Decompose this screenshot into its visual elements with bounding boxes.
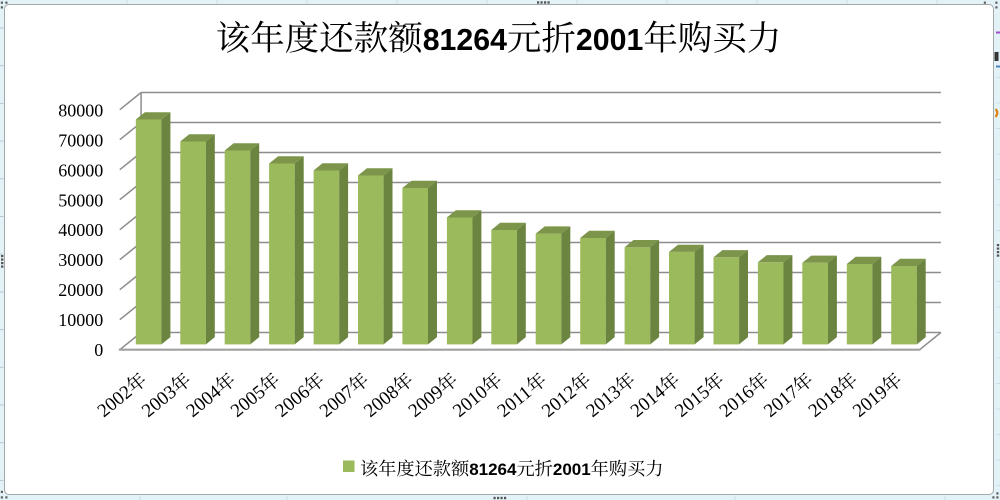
svg-text:2015: 2015 (671, 382, 714, 422)
svg-text:2016: 2016 (716, 382, 759, 422)
svg-text:2006: 2006 (271, 382, 314, 422)
svg-text:2008: 2008 (360, 382, 403, 422)
svg-text:2011: 2011 (494, 382, 536, 422)
svg-text:2007: 2007 (316, 382, 359, 422)
svg-text:70000: 70000 (58, 130, 103, 150)
svg-text:10000: 10000 (58, 310, 103, 330)
svg-text:50000: 50000 (58, 190, 103, 210)
svg-text:2018: 2018 (805, 382, 848, 422)
svg-text:2019: 2019 (849, 382, 892, 422)
svg-text:2010: 2010 (449, 382, 492, 422)
svg-text:2014: 2014 (627, 381, 670, 422)
svg-text:2001: 2001 (576, 24, 643, 57)
svg-text:2005: 2005 (227, 382, 270, 422)
svg-text:2009: 2009 (405, 382, 448, 422)
svg-text:0: 0 (94, 340, 103, 360)
svg-text:2003: 2003 (138, 382, 181, 422)
svg-text:2004: 2004 (183, 381, 226, 422)
svg-text:60000: 60000 (58, 160, 103, 180)
svg-text:81264: 81264 (423, 24, 507, 57)
svg-text:2001: 2001 (553, 460, 591, 479)
svg-text:2017: 2017 (760, 382, 803, 422)
svg-text:2012: 2012 (538, 382, 581, 422)
svg-text:40000: 40000 (58, 220, 103, 240)
svg-text:2002: 2002 (94, 382, 137, 422)
svg-text:81264: 81264 (469, 460, 517, 479)
svg-text:20000: 20000 (58, 280, 103, 300)
svg-text:2013: 2013 (582, 382, 625, 422)
svg-text:80000: 80000 (58, 101, 103, 121)
svg-text:30000: 30000 (58, 250, 103, 270)
